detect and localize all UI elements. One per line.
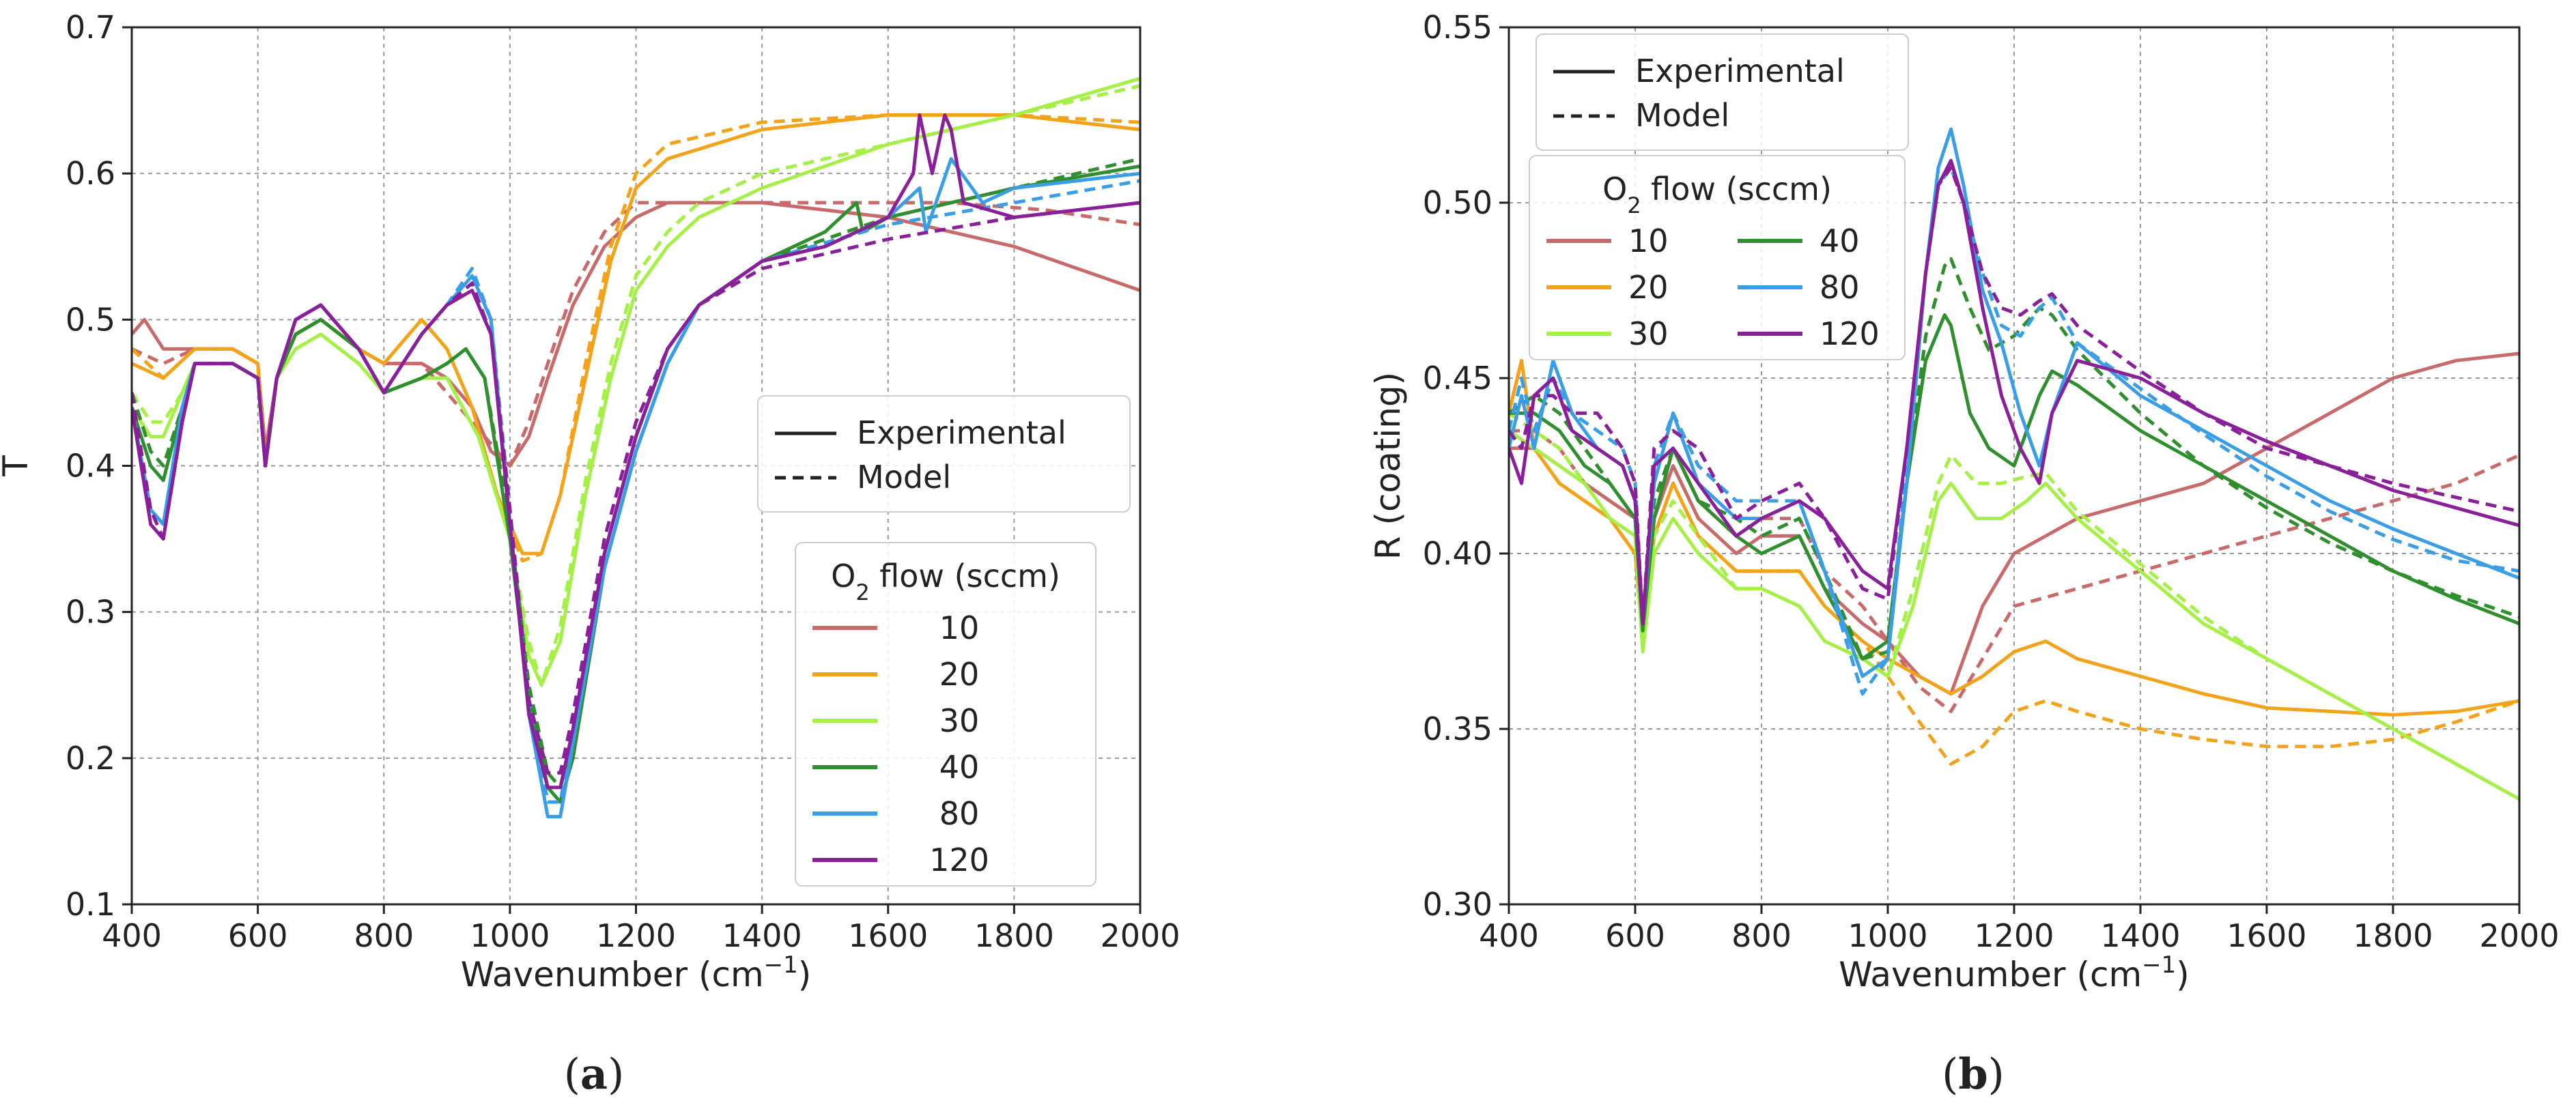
series-line-10-dashed (1509, 429, 2519, 713)
legend-flow-label: 40 (1820, 222, 1860, 259)
y-tick-label: 0.35 (1423, 710, 1492, 747)
chart-a: 400 600 800 1000 1200 1400 1600 1800 2000 0.1 0.2 0… (0, 9, 1180, 994)
legend-flow: O2 flow (sccm) 10 20 30 40 80 120 (795, 542, 1096, 887)
series-line-30-dashed (132, 84, 1140, 687)
legend-flow: O2 flow (sccm) 10 20 30 40 80 120 (1529, 155, 1906, 360)
x-axis-label: Wavenumber (cm−1) (461, 951, 812, 994)
legend-flow-label: 80 (1820, 269, 1860, 306)
y-tick-label: 0.40 (1423, 535, 1492, 572)
panel-label-a: (a) (564, 1049, 625, 1099)
x-tick-label: 1000 (470, 917, 550, 954)
series-line-120-dashed (132, 201, 1140, 775)
series-line-120-dashed (1509, 166, 2519, 626)
x-tick-label: 1600 (2226, 917, 2306, 954)
x-tick-label: 1400 (722, 917, 802, 954)
legend-style: Experimental Model (1535, 33, 1909, 151)
legend-flow-label: 120 (1820, 315, 1880, 352)
series-line-80-dashed (1509, 166, 2519, 696)
panel-label-b: (b) (1942, 1049, 2005, 1099)
legend-model-label: Model (1635, 97, 1729, 134)
legend-flow-title: O2 flow (sccm) (831, 558, 1060, 605)
legend-box (1535, 33, 1909, 151)
x-tick-label: 400 (1479, 917, 1539, 954)
x-tick-label: 800 (1731, 917, 1792, 954)
series-line-10-dashed (132, 201, 1140, 468)
x-tick-label: 2000 (2479, 917, 2559, 954)
legend-flow-title: O2 flow (sccm) (1602, 171, 1832, 218)
legend-flow-label: 10 (939, 609, 980, 646)
x-tick-label: 400 (102, 917, 162, 954)
legend-flow-label: 80 (939, 795, 980, 832)
legend-flow-label: 30 (939, 702, 980, 739)
legend-flow-label: 10 (1628, 222, 1669, 259)
legend-flow-label: 30 (1628, 315, 1669, 352)
y-tick-label: 0.50 (1423, 184, 1492, 221)
x-tick-label: 1200 (596, 917, 676, 954)
legend-model-label: Model (857, 459, 951, 496)
x-tick-label: 1800 (2353, 917, 2433, 954)
y-tick-label: 0.3 (66, 594, 115, 631)
y-tick-label: 0.45 (1423, 360, 1492, 397)
legend-flow-label: 40 (939, 749, 980, 786)
legend-flow-label: 20 (939, 656, 980, 693)
x-tick-label: 1600 (848, 917, 928, 954)
y-tick-label: 0.2 (66, 740, 115, 777)
legend-flow-label: 20 (1628, 269, 1669, 306)
legend-box (1529, 155, 1906, 360)
y-tick-label: 0.1 (66, 886, 115, 923)
legend-experimental-label: Experimental (857, 414, 1066, 451)
x-tick-label: 1200 (1974, 917, 2054, 954)
legend-box (757, 395, 1131, 513)
y-tick-label: 0.7 (66, 9, 115, 46)
series-group (1509, 127, 2519, 801)
x-tick-label: 2000 (1100, 917, 1180, 954)
chart-b: 400 600 800 1000 1200 1400 1600 1800 2000 0.30 0.3… (1368, 9, 2560, 994)
x-tick-label: 600 (1605, 917, 1665, 954)
legend-flow-label: 120 (929, 842, 989, 878)
x-tick-label: 800 (354, 917, 414, 954)
x-axis-label: Wavenumber (cm−1) (1839, 951, 2190, 994)
legend-style: Experimental Model (757, 395, 1131, 513)
series-group (132, 76, 1140, 818)
x-tick-label: 1400 (2100, 917, 2180, 954)
y-axis-label: R (coating) (1368, 372, 1408, 560)
legend-experimental-label: Experimental (1635, 53, 1845, 89)
y-tick-label: 0.30 (1423, 886, 1492, 923)
y-tick-label: 0.5 (66, 301, 115, 338)
x-tick-label: 1800 (974, 917, 1054, 954)
y-axis-label: T (0, 455, 36, 477)
y-tick-label: 0.4 (66, 448, 115, 485)
x-tick-label: 600 (228, 917, 288, 954)
y-tick-label: 0.55 (1423, 9, 1492, 46)
y-tick-label: 0.6 (66, 155, 115, 192)
x-tick-label: 1000 (1848, 917, 1927, 954)
